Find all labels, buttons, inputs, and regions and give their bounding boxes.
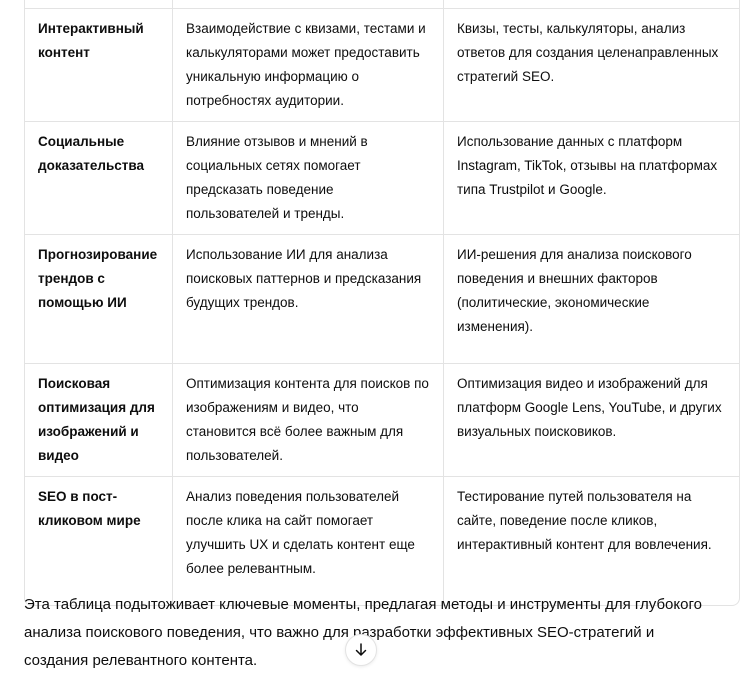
- tools-cell: Использование данных с платформ Instagra…: [443, 121, 739, 235]
- table-row: Прогнозирование трендов с помощью ИИ Исп…: [25, 234, 739, 364]
- description-cell: Анализ поведения пользователей после кли…: [172, 476, 444, 605]
- tools-cell: ИИ-решения для анализа поискового поведе…: [443, 234, 739, 364]
- table-row: SEO в пост-кликовом мире Анализ поведени…: [25, 476, 739, 605]
- aspect-cell: Интерактивный контент: [25, 8, 173, 122]
- table-row: Интерактивный контент Взаимодействие с к…: [25, 8, 739, 122]
- aspect-cell: Поисковая оптимизация для изображений и …: [25, 363, 173, 477]
- seo-table: Интерактивный контент Взаимодействие с к…: [24, 0, 740, 606]
- table-row: Социальные доказательства Влияние отзыво…: [25, 121, 739, 235]
- arrow-down-icon: [355, 643, 367, 656]
- scroll-to-bottom-button[interactable]: [345, 634, 377, 666]
- tools-cell: Квизы, тесты, калькуляторы, анализ ответ…: [443, 8, 739, 122]
- tools-cell: Оптимизация видео и изображений для плат…: [443, 363, 739, 477]
- table-row: Поисковая оптимизация для изображений и …: [25, 363, 739, 477]
- aspect-cell: SEO в пост-кликовом мире: [25, 476, 173, 605]
- aspect-cell: Социальные доказательства: [25, 121, 173, 235]
- table-row-partial: [25, 0, 739, 9]
- description-cell: Оптимизация контента для поисков по изоб…: [172, 363, 444, 477]
- description-cell: Взаимодействие с квизами, тестами и каль…: [172, 8, 444, 122]
- tools-cell: Тестирование путей пользователя на сайте…: [457, 489, 712, 552]
- description-cell: Использование ИИ для анализа поисковых п…: [172, 234, 444, 364]
- summary-paragraph: Эта таблица подытоживает ключевые момент…: [24, 596, 702, 669]
- aspect-cell: Прогнозирование трендов с помощью ИИ: [25, 234, 173, 364]
- description-cell: Влияние отзывов и мнений в социальных се…: [172, 121, 444, 235]
